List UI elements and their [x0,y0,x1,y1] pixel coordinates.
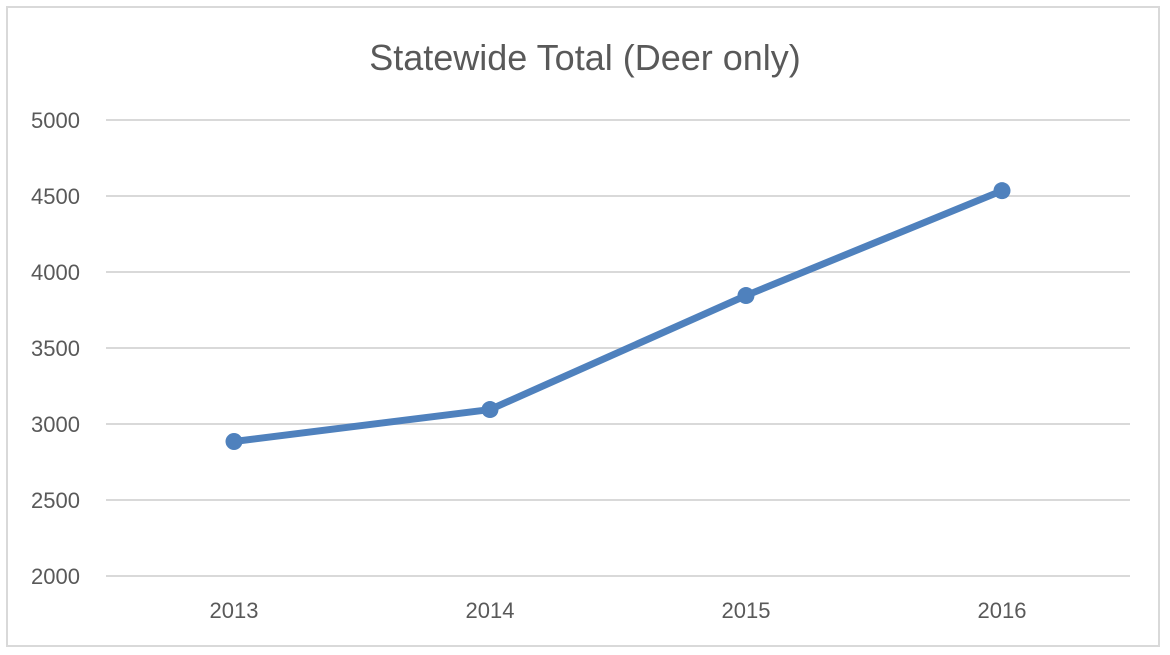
y-tick-label: 5000 [31,108,80,133]
y-tick-label: 4000 [31,260,80,285]
data-point-2015 [737,287,755,305]
y-tick-label: 4500 [31,184,80,209]
y-tick-label: 2500 [31,488,80,513]
x-tick-label: 2015 [722,598,771,623]
x-tick-label: 2014 [466,598,515,623]
data-point-2014 [481,401,499,419]
chart-title: Statewide Total (Deer only) [369,37,801,78]
y-axis-tick-labels: 2000 2500 3000 3500 4000 4500 5000 [31,108,80,589]
y-tick-label: 3000 [31,412,80,437]
x-axis-tick-labels: 2013 2014 2015 2016 [210,598,1027,623]
y-tick-label: 2000 [31,564,80,589]
series-line [230,187,1006,445]
series-layer [225,182,1011,450]
y-tick-label: 3500 [31,336,80,361]
chart-frame [6,6,1160,647]
gridlines [106,119,1130,577]
data-point-2016 [993,182,1011,200]
x-tick-label: 2013 [210,598,259,623]
x-tick-label: 2016 [978,598,1027,623]
data-point-2013 [225,432,243,450]
